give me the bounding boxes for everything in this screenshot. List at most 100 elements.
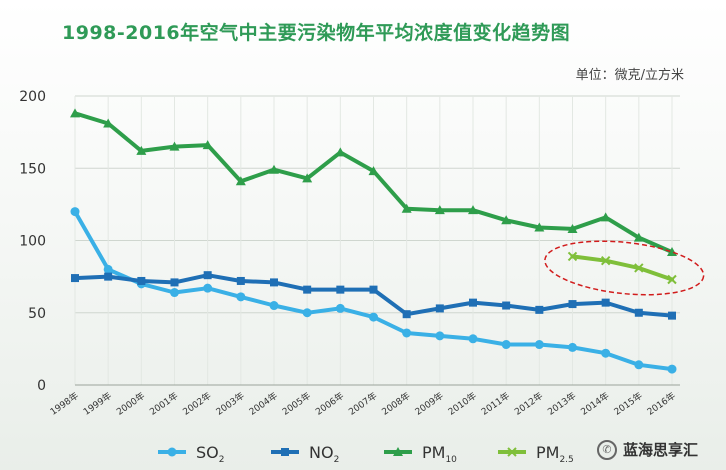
data-point-NO2 [668,311,676,320]
data-point-NO2 [203,271,212,280]
data-point-SO2 [369,312,378,322]
series-line-PM2_5 [570,254,674,282]
data-point-PM2_5 [600,256,611,266]
data-point-PM10 [567,223,578,233]
legend-NO2: NO2 [271,443,339,465]
data-point-SO2 [269,301,279,311]
data-point-SO2 [170,288,179,298]
data-point-NO2 [236,276,245,285]
x-tick-label: 2013年 [545,390,578,418]
data-point-PM2_5 [667,274,677,285]
x-tick-label: 2008年 [379,390,412,418]
x-tick-label: 2010年 [446,390,479,418]
unit-label: 单位：微克/立方米 [575,68,684,83]
data-point-NO2 [336,285,345,294]
data-point-PM2_5 [567,251,578,262]
x-tick-label: 2011年 [479,390,512,418]
legend-PM10: PM10 [384,443,457,465]
data-point-SO2 [103,264,113,274]
data-point-NO2 [270,278,278,287]
x-tick-label: 2014年 [578,390,611,418]
data-point-SO2 [203,283,213,293]
data-point-PM10 [633,232,644,242]
data-point-NO2 [601,298,610,307]
data-point-SO2 [70,207,80,217]
data-point-PM10 [70,108,80,118]
data-point-NO2 [303,285,312,294]
x-tick-label: 2006年 [313,390,346,418]
legend-marker [393,447,403,456]
data-point-PM10 [534,222,545,232]
x-tick-label: 2004年 [247,390,280,418]
y-tick-label: 200 [19,89,46,105]
data-point-SO2 [236,292,246,302]
data-point-NO2 [170,278,179,287]
legend-label: SO2 [196,443,224,465]
data-point-SO2 [568,342,577,352]
data-point-PM10 [202,140,213,150]
data-point-SO2 [468,334,478,344]
data-point-PM10 [600,212,611,222]
data-point-NO2 [369,285,378,294]
data-point-PM10 [501,215,512,225]
x-tick-label: 2003年 [214,390,247,418]
data-point-SO2 [634,360,644,370]
data-point-PM10 [269,164,279,174]
watermark: ✆ 蓝海思享汇 [596,439,698,460]
legend-label: NO2 [309,443,339,465]
data-point-PM10 [401,203,412,213]
data-point-PM10 [136,145,147,155]
data-point-NO2 [502,301,511,310]
data-point-PM10 [335,147,346,157]
data-point-NO2 [71,274,79,283]
x-tick-label: 2012年 [512,390,545,418]
data-point-NO2 [634,308,643,317]
x-tick-label: 1999年 [81,390,114,418]
data-point-NO2 [568,300,577,309]
data-point-SO2 [667,364,677,374]
y-tick-label: 150 [19,161,46,177]
x-tick-label: 2009年 [413,390,446,418]
data-point-PM10 [235,176,246,186]
data-point-NO2 [402,310,411,319]
data-point-NO2 [435,304,444,313]
y-tick-label: 50 [28,306,46,322]
data-point-PM10 [302,173,313,183]
legend-PM2_5: PM2.5 [498,443,574,465]
data-point-PM10 [169,141,180,151]
data-point-SO2 [501,340,511,350]
wechat-icon: ✆ [596,439,617,460]
data-point-PM2_5 [634,263,644,273]
chart-title: 1998-2016年空气中主要污染物年平均浓度值变化趋势图 [62,22,571,44]
data-point-SO2 [601,348,611,358]
legend-SO2: SO2 [158,443,224,465]
data-point-PM10 [368,166,379,176]
data-point-NO2 [535,305,544,314]
data-point-NO2 [137,276,146,285]
watermark-text: 蓝海思享汇 [622,441,698,459]
x-tick-label: 2015年 [612,390,645,418]
data-point-SO2 [534,340,544,350]
x-tick-label: 2001年 [147,390,180,418]
data-point-PM10 [434,205,445,215]
y-tick-label: 0 [37,378,46,394]
data-point-PM10 [103,118,114,128]
data-point-SO2 [302,308,312,318]
x-tick-label: 2016年 [645,390,678,418]
data-point-NO2 [469,298,477,307]
x-tick-label: 2007年 [346,390,379,418]
data-point-NO2 [104,272,113,281]
data-point-PM10 [468,205,478,215]
legend-label: PM10 [422,443,457,465]
data-point-SO2 [435,331,445,341]
x-tick-label: 1998年 [48,390,81,418]
x-tick-label: 2005年 [280,390,313,418]
data-point-SO2 [335,303,345,313]
data-point-SO2 [402,328,412,338]
legend-marker [507,447,517,457]
legend-label: PM2.5 [536,443,574,465]
x-tick-label: 2002年 [180,390,213,418]
